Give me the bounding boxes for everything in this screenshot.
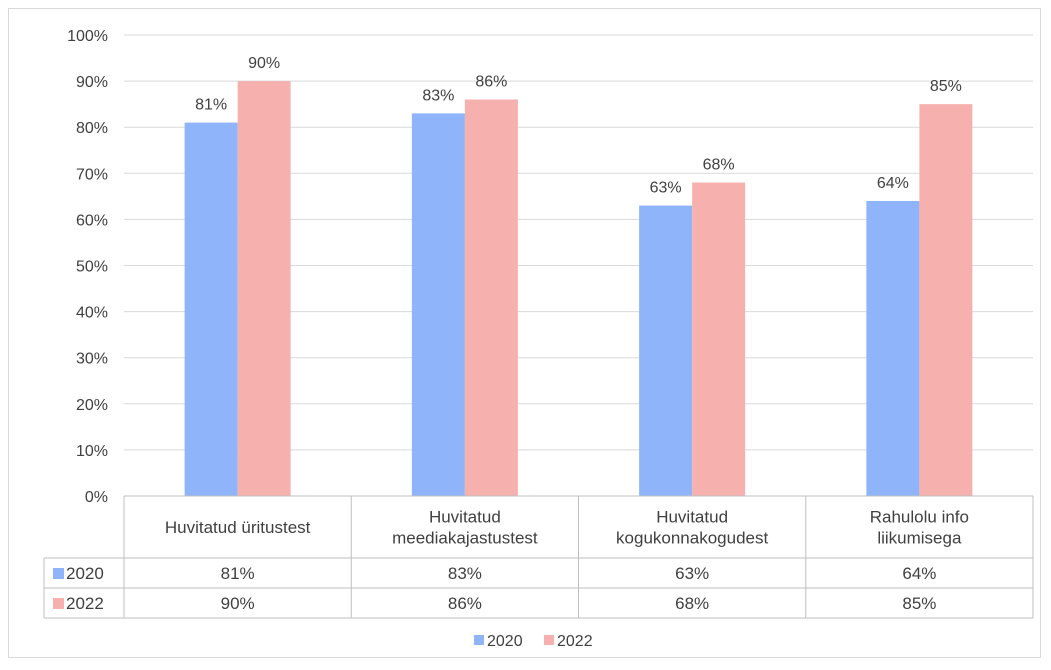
- bar-2022: [692, 182, 746, 496]
- y-tick-label: 100%: [67, 28, 108, 45]
- y-tick-label: 90%: [76, 74, 108, 91]
- table-value: 64%: [902, 564, 936, 583]
- table-series-name: 2022: [66, 594, 104, 613]
- category-label: meediakajastustest: [392, 529, 538, 548]
- category-label: Huvitatud: [429, 508, 501, 527]
- category-label: Huvitatud üritustest: [165, 518, 311, 537]
- data-label: 85%: [930, 78, 962, 95]
- data-label: 68%: [703, 157, 735, 174]
- table-series-name: 2020: [66, 564, 104, 583]
- legend-swatch: [544, 635, 554, 645]
- table-legend-key: [53, 598, 64, 609]
- y-tick-label: 50%: [76, 259, 108, 276]
- bar-2022: [919, 104, 973, 497]
- table-value: 83%: [448, 564, 482, 583]
- bar-2020: [184, 122, 238, 496]
- y-tick-label: 80%: [76, 120, 108, 137]
- bar-2020: [639, 205, 693, 496]
- data-label: 63%: [650, 180, 682, 197]
- bar-2022: [237, 81, 291, 496]
- legend-label: 2022: [557, 633, 593, 650]
- y-tick-label: 40%: [76, 305, 108, 322]
- data-label: 86%: [475, 74, 507, 91]
- y-tick-label: 30%: [76, 351, 108, 368]
- y-tick-label: 0%: [85, 489, 108, 506]
- data-label: 90%: [248, 55, 280, 72]
- table-value: 90%: [221, 594, 255, 613]
- legend-label: 2020: [487, 633, 523, 650]
- table-value: 86%: [448, 594, 482, 613]
- table-value: 85%: [902, 594, 936, 613]
- category-label: kogukonnakogudest: [616, 529, 768, 548]
- table-value: 63%: [675, 564, 709, 583]
- category-label: liikumisega: [877, 529, 962, 548]
- y-tick-label: 20%: [76, 397, 108, 414]
- bar-2020: [411, 113, 465, 497]
- data-label: 81%: [195, 97, 227, 114]
- category-label: Huvitatud: [656, 508, 728, 527]
- y-tick-label: 10%: [76, 443, 108, 460]
- bar-2022: [464, 99, 518, 496]
- data-label: 83%: [422, 87, 454, 104]
- y-tick-label: 70%: [76, 166, 108, 183]
- data-label: 64%: [877, 175, 909, 192]
- table-legend-key: [53, 568, 64, 579]
- table-value: 81%: [221, 564, 255, 583]
- category-label: Rahulolu info: [870, 508, 969, 527]
- table-value: 68%: [675, 594, 709, 613]
- y-tick-label: 60%: [76, 212, 108, 229]
- legend-swatch: [474, 635, 484, 645]
- bar-2020: [866, 200, 920, 496]
